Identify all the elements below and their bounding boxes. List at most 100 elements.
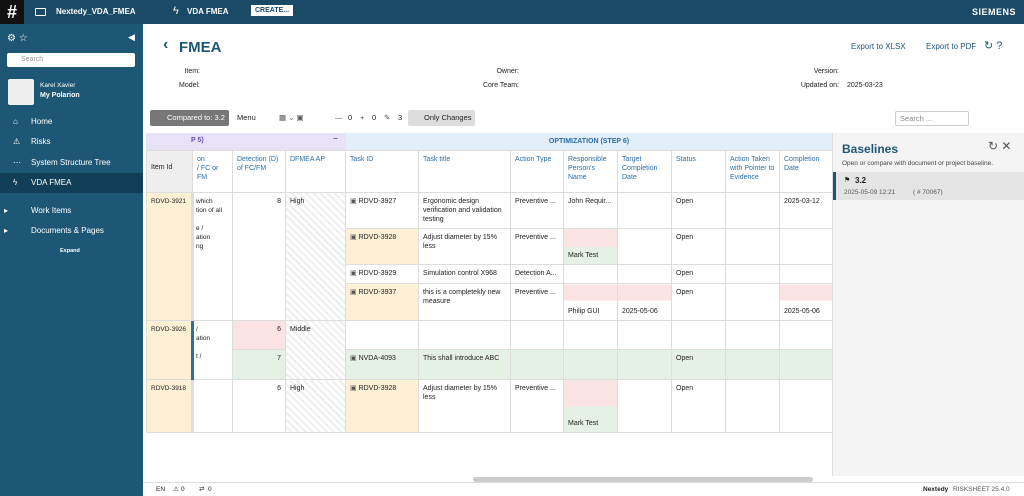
cell-type: [510, 349, 564, 380]
warn-icon: ⚠: [173, 486, 179, 493]
header-row: Item Id on / FC or FM Detection (D) of FC/…: [146, 150, 832, 193]
nav-item[interactable]: ⌂ Home: [0, 112, 143, 132]
settings-icon[interactable]: ⚙ ☆: [7, 33, 28, 44]
ap: High: [285, 379, 346, 433]
export-xlsx[interactable]: Export to XLSX: [851, 42, 906, 51]
column-header: on / FC or FM: [192, 150, 233, 193]
nav-item[interactable]: ⚠ Risks: [0, 132, 143, 152]
expand[interactable]: Expand: [60, 248, 80, 254]
doc-name[interactable]: VDA FMEA: [187, 7, 229, 16]
cell-action: [725, 349, 780, 380]
cell-status: Open: [671, 283, 726, 321]
nav-icon: ▸: [4, 226, 9, 235]
cell-status: Open: [671, 228, 726, 265]
nav-item[interactable]: ▸ Work Items: [0, 201, 143, 221]
cell-status: [671, 320, 726, 350]
column-header: DFMEA AP: [285, 150, 346, 193]
footer-product: RISKSHEET 25.4.0: [953, 486, 1010, 493]
cell-type: Preventive ...: [510, 228, 564, 265]
task-row: 7 ▣ NVDA-4093 This shall introduce ABC Open: [147, 349, 832, 380]
brand: SIEMENS: [971, 7, 1016, 17]
avatar[interactable]: [8, 79, 34, 105]
create-button[interactable]: CREATE...: [251, 5, 294, 16]
group-header: P 5) −: [146, 133, 346, 150]
cell-completion: [779, 379, 832, 433]
back-icon[interactable]: ‹: [163, 36, 169, 53]
field-label: Updated on:: [800, 82, 839, 89]
cell-type: [510, 320, 564, 350]
baseline-id: ( # 70067): [913, 189, 943, 196]
export-pdf[interactable]: Export to PDF: [926, 42, 977, 51]
baseline-item[interactable]: ⚑ 3.2 2025-05-09 12:21 ( # 70067): [833, 172, 1024, 200]
column-header: Responsible Person's Name: [563, 150, 618, 193]
logo[interactable]: #: [0, 0, 24, 24]
cell-action: [725, 192, 780, 229]
lang[interactable]: EN: [156, 486, 166, 493]
field-label: Version:: [813, 68, 839, 75]
cell-completion: 2025-05-06: [779, 283, 832, 321]
doc-icon: ϟ: [173, 5, 179, 17]
nav-item[interactable]: ⋯ System Structure Tree: [0, 153, 143, 173]
column-header: Item Id: [146, 150, 193, 193]
cell-action: [725, 379, 780, 433]
cell-target: [617, 264, 672, 284]
compared-button[interactable]: Compared to: 3.2: [150, 110, 229, 126]
cell-title: Ergonomic design verification and valida…: [418, 192, 511, 229]
changed-count: 3: [398, 113, 403, 122]
collapse-icon[interactable]: ◀: [128, 32, 135, 42]
cell-title: Adjust diameter by 15% less: [418, 228, 511, 265]
panel-title: Baselines: [842, 142, 899, 156]
tools-icons[interactable]: ▦ ⌄ ▣: [279, 113, 304, 122]
removed-icon: —: [335, 113, 343, 122]
scrollbar[interactable]: [473, 477, 813, 482]
ap: Middle: [285, 320, 346, 380]
cell-completion: [779, 349, 832, 380]
cell-action: [725, 264, 780, 284]
cell-id: ▣ RDVD-3928: [345, 379, 419, 433]
field-label: Core Team:: [482, 82, 519, 89]
footer: EN ⚠ 0 ⇄ 0 Nextedy RISKSHEET 25.4.0: [143, 482, 1024, 496]
cell-id: ▣ RDVD-3927: [345, 192, 419, 229]
cell-title: this is a completekly new measure: [418, 283, 511, 321]
nav-item[interactable]: ▸ Documents & Pages: [0, 221, 143, 241]
cell-status: Open: [671, 264, 726, 284]
warnings: 0: [181, 486, 185, 493]
search-box[interactable]: Search: [7, 53, 135, 67]
field-label: Item:: [184, 68, 200, 75]
cell-completion: [779, 320, 832, 350]
detection: 6: [232, 379, 286, 433]
user-link[interactable]: My Polarion: [40, 92, 80, 99]
task-icon: ▣: [350, 270, 359, 277]
field-label: Model:: [178, 82, 200, 89]
cell-type: Detection A...: [510, 264, 564, 284]
sync: 0: [208, 486, 212, 493]
task-row: ▣ RDVD-3937 this is a completekly new mea…: [147, 283, 832, 321]
task-row: RDVD-3926/ ation t /6 Middle: [146, 320, 832, 380]
group-header-text: P 5): [191, 137, 204, 144]
cell-id: ▣ RDVD-3929: [345, 264, 419, 284]
refresh-icon[interactable]: ↻ ?: [984, 40, 1003, 52]
added-icon: +: [360, 113, 365, 122]
cell-person: [563, 349, 618, 380]
cell-target: [617, 192, 672, 229]
search-input[interactable]: Search ...: [895, 111, 969, 126]
collapse[interactable]: −: [333, 134, 338, 143]
menu-button[interactable]: Menu: [237, 113, 256, 122]
task-row: ▣ RDVD-3928 Adjust diameter by 15% less Pr…: [147, 228, 832, 265]
nav-item[interactable]: ϟ VDA FMEA: [0, 173, 143, 193]
cell-completion: 2025-03-12: [779, 192, 832, 229]
task-icon: ▣: [350, 198, 359, 205]
baselines-panel: Baselines ↻ ✕ Open or compare with docum…: [832, 133, 1024, 476]
main: ‹ FMEA Export to XLSX Export to PDF ↻ ? …: [143, 24, 1024, 496]
baseline-date: 2025-05-09 12:21: [844, 189, 896, 196]
doc-title: FMEA: [179, 39, 222, 56]
project-name[interactable]: Nextedy_VDA_FMEA: [56, 7, 136, 16]
cell-target: 2025-05-06: [617, 283, 672, 321]
only-changes-toggle[interactable]: Only Changes: [408, 110, 475, 126]
cell-person: John Requir...: [563, 192, 618, 229]
cell-type: Preventive ...: [510, 192, 564, 229]
cell-id: [345, 320, 419, 350]
cell-title: Adjust diameter by 15% less: [418, 379, 511, 433]
panel-actions[interactable]: ↻ ✕: [988, 139, 1012, 153]
added-count: 0: [372, 113, 377, 122]
